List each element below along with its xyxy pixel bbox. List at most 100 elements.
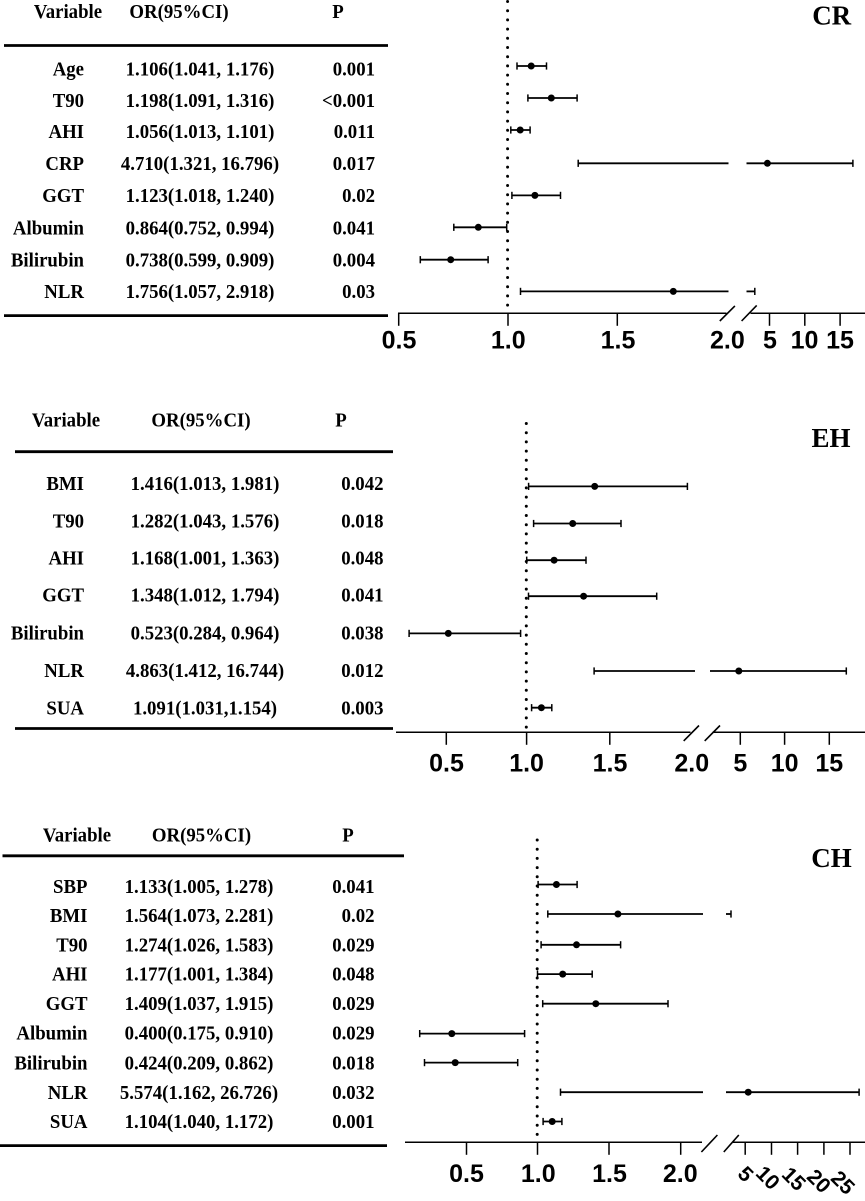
- svg-text:5: 5: [763, 327, 777, 355]
- svg-text:2.0: 2.0: [674, 750, 709, 778]
- svg-text:1.0: 1.0: [509, 750, 544, 778]
- svg-text:0.5: 0.5: [382, 327, 417, 355]
- svg-text:OR(95%CI): OR(95%CI): [129, 1, 228, 23]
- svg-text:GGT: GGT: [42, 185, 84, 207]
- svg-text:1.091(1.031,1.154): 1.091(1.031,1.154): [133, 697, 277, 719]
- svg-text:SUA: SUA: [46, 697, 84, 719]
- svg-text:0.048: 0.048: [332, 964, 374, 986]
- svg-text:Bilirubin: Bilirubin: [14, 1053, 87, 1075]
- svg-text:1.274(1.026, 1.583): 1.274(1.026, 1.583): [125, 934, 274, 956]
- svg-text:0.029: 0.029: [332, 993, 374, 1015]
- svg-text:1.756(1.057, 2.918): 1.756(1.057, 2.918): [126, 281, 275, 303]
- svg-text:SUA: SUA: [50, 1111, 88, 1133]
- svg-text:NLR: NLR: [44, 660, 84, 682]
- svg-text:0.048: 0.048: [341, 548, 383, 570]
- svg-text:4.710(1.321, 16.796): 4.710(1.321, 16.796): [121, 153, 279, 175]
- svg-text:0.041: 0.041: [333, 218, 375, 240]
- svg-text:0.038: 0.038: [341, 623, 383, 645]
- svg-text:Bilirubin: Bilirubin: [11, 250, 84, 272]
- svg-text:BMI: BMI: [50, 905, 88, 927]
- svg-text:T90: T90: [53, 510, 84, 532]
- svg-text:0.042: 0.042: [341, 473, 383, 495]
- svg-text:1.348(1.012, 1.794): 1.348(1.012, 1.794): [131, 585, 280, 607]
- svg-text:0.004: 0.004: [333, 250, 375, 272]
- svg-text:Albumin: Albumin: [13, 218, 84, 240]
- svg-text:OR(95%CI): OR(95%CI): [151, 410, 250, 432]
- svg-text:OR(95%CI): OR(95%CI): [152, 825, 251, 847]
- svg-text:4.863(1.412, 16.744): 4.863(1.412, 16.744): [126, 660, 284, 682]
- svg-text:0.5: 0.5: [429, 750, 464, 778]
- svg-text:0.041: 0.041: [332, 876, 374, 898]
- svg-text:0.032: 0.032: [332, 1082, 374, 1104]
- svg-text:10: 10: [791, 327, 819, 355]
- svg-text:0.738(0.599, 0.909): 0.738(0.599, 0.909): [126, 250, 275, 272]
- svg-text:1.133(1.005, 1.278): 1.133(1.005, 1.278): [125, 876, 274, 898]
- svg-text:1.168(1.001, 1.363): 1.168(1.001, 1.363): [131, 548, 280, 570]
- svg-text:0.001: 0.001: [332, 1111, 374, 1133]
- svg-text:CH: CH: [811, 843, 852, 873]
- svg-text:0.424(0.209, 0.862): 0.424(0.209, 0.862): [125, 1053, 274, 1075]
- svg-text:1.198(1.091, 1.316): 1.198(1.091, 1.316): [126, 90, 275, 112]
- svg-text:Age: Age: [53, 59, 84, 81]
- svg-text:Variable: Variable: [34, 1, 102, 23]
- svg-text:0.5: 0.5: [449, 1160, 484, 1188]
- svg-text:0.02: 0.02: [342, 185, 375, 207]
- svg-text:P: P: [342, 825, 354, 847]
- svg-text:GGT: GGT: [46, 993, 88, 1015]
- svg-text:5.574(1.162, 26.726): 5.574(1.162, 26.726): [120, 1082, 278, 1104]
- svg-text:0.001: 0.001: [333, 59, 375, 81]
- svg-text:T90: T90: [53, 90, 84, 112]
- svg-text:1.409(1.037, 1.915): 1.409(1.037, 1.915): [125, 993, 274, 1015]
- svg-text:BMI: BMI: [46, 473, 84, 495]
- svg-text:P: P: [332, 1, 344, 23]
- svg-text:Variable: Variable: [43, 825, 111, 847]
- svg-text:1.0: 1.0: [521, 1160, 556, 1188]
- svg-text:0.523(0.284, 0.964): 0.523(0.284, 0.964): [131, 623, 280, 645]
- svg-text:P: P: [335, 410, 347, 432]
- svg-text:0.02: 0.02: [342, 905, 375, 927]
- svg-text:1.5: 1.5: [601, 327, 636, 355]
- svg-text:1.564(1.073, 2.281): 1.564(1.073, 2.281): [125, 905, 274, 927]
- svg-text:0.012: 0.012: [341, 660, 383, 682]
- svg-text:15: 15: [826, 327, 854, 355]
- svg-text:NLR: NLR: [48, 1082, 88, 1104]
- svg-text:1.5: 1.5: [593, 750, 628, 778]
- svg-text:0.011: 0.011: [334, 121, 375, 143]
- svg-text:AHI: AHI: [49, 121, 85, 143]
- svg-text:NLR: NLR: [44, 281, 84, 303]
- svg-text:1.056(1.013, 1.101): 1.056(1.013, 1.101): [126, 121, 275, 143]
- svg-text:Variable: Variable: [32, 410, 100, 432]
- svg-text:2.0: 2.0: [663, 1160, 698, 1188]
- svg-text:AHI: AHI: [49, 548, 85, 570]
- svg-text:0.018: 0.018: [332, 1053, 374, 1075]
- svg-text:5: 5: [733, 750, 747, 778]
- svg-text:<0.001: <0.001: [322, 90, 375, 112]
- svg-text:0.041: 0.041: [341, 585, 383, 607]
- svg-text:0.400(0.175, 0.910): 0.400(0.175, 0.910): [125, 1023, 274, 1045]
- svg-text:1.104(1.040, 1.172): 1.104(1.040, 1.172): [125, 1111, 274, 1133]
- svg-text:15: 15: [815, 750, 843, 778]
- svg-text:1.5: 1.5: [592, 1160, 627, 1188]
- svg-text:1.282(1.043, 1.576): 1.282(1.043, 1.576): [131, 510, 280, 532]
- svg-text:AHI: AHI: [52, 964, 88, 986]
- svg-text:1.0: 1.0: [491, 327, 526, 355]
- svg-text:Albumin: Albumin: [16, 1023, 87, 1045]
- svg-text:0.017: 0.017: [333, 153, 375, 175]
- svg-text:0.003: 0.003: [341, 697, 383, 719]
- svg-text:1.123(1.018, 1.240): 1.123(1.018, 1.240): [126, 185, 275, 207]
- svg-text:EH: EH: [811, 423, 850, 453]
- svg-text:CR: CR: [812, 1, 851, 31]
- svg-text:Bilirubin: Bilirubin: [11, 623, 84, 645]
- svg-text:0.864(0.752, 0.994): 0.864(0.752, 0.994): [126, 218, 275, 240]
- svg-text:2.0: 2.0: [710, 327, 745, 355]
- svg-text:1.177(1.001, 1.384): 1.177(1.001, 1.384): [125, 964, 274, 986]
- svg-text:0.018: 0.018: [341, 510, 383, 532]
- svg-text:0.029: 0.029: [332, 934, 374, 956]
- svg-text:SBP: SBP: [53, 876, 88, 898]
- svg-text:CRP: CRP: [45, 153, 84, 175]
- svg-text:GGT: GGT: [42, 585, 84, 607]
- svg-text:1.416(1.013, 1.981): 1.416(1.013, 1.981): [131, 473, 280, 495]
- svg-text:10: 10: [771, 750, 799, 778]
- svg-text:T90: T90: [56, 934, 87, 956]
- svg-text:0.029: 0.029: [332, 1023, 374, 1045]
